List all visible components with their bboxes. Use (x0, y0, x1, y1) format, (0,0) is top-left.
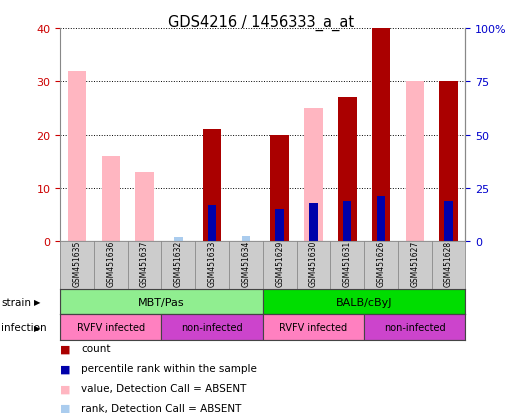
Text: BALB/cByJ: BALB/cByJ (336, 297, 392, 307)
Bar (263, 315, 364, 340)
Text: strain: strain (1, 297, 31, 307)
Bar (60, 315, 162, 340)
Bar (445, 201, 453, 242)
Text: ■: ■ (60, 344, 71, 354)
Bar (309, 203, 317, 242)
Text: GSM451630: GSM451630 (309, 240, 318, 286)
Text: RVFV infected: RVFV infected (279, 323, 348, 332)
Bar (242, 236, 250, 242)
Bar (364, 315, 465, 340)
Bar (304, 109, 323, 242)
Text: GSM451633: GSM451633 (208, 240, 217, 286)
Bar (101, 157, 120, 242)
Text: GSM451631: GSM451631 (343, 240, 352, 286)
Text: GSM451632: GSM451632 (174, 240, 183, 286)
Text: GSM451629: GSM451629 (275, 240, 284, 286)
Bar (203, 130, 221, 242)
Text: GSM451637: GSM451637 (140, 240, 149, 286)
Text: infection: infection (1, 323, 47, 332)
Text: GDS4216 / 1456333_a_at: GDS4216 / 1456333_a_at (168, 14, 355, 31)
Text: ■: ■ (60, 383, 71, 393)
Text: RVFV infected: RVFV infected (77, 323, 145, 332)
Bar (174, 237, 183, 242)
Bar (162, 315, 263, 340)
Bar (377, 197, 385, 242)
Bar (439, 82, 458, 242)
Bar (68, 71, 86, 242)
Text: GSM451627: GSM451627 (411, 240, 419, 286)
Text: GSM451636: GSM451636 (106, 240, 115, 286)
Text: ▶: ▶ (35, 297, 41, 306)
Text: ▶: ▶ (35, 323, 41, 332)
Text: count: count (81, 344, 110, 354)
Bar (372, 29, 390, 242)
Bar (208, 205, 217, 242)
Text: non-infected: non-infected (384, 323, 446, 332)
Text: GSM451635: GSM451635 (73, 240, 82, 286)
Text: rank, Detection Call = ABSENT: rank, Detection Call = ABSENT (81, 403, 242, 413)
Text: MBT/Pas: MBT/Pas (138, 297, 185, 307)
Text: non-infected: non-infected (181, 323, 243, 332)
Text: value, Detection Call = ABSENT: value, Detection Call = ABSENT (81, 383, 246, 393)
Bar (263, 289, 465, 315)
Text: GSM451626: GSM451626 (377, 240, 385, 286)
Bar (135, 173, 154, 242)
Bar (276, 210, 284, 242)
Bar (60, 289, 263, 315)
Bar (405, 82, 424, 242)
Text: ■: ■ (60, 363, 71, 373)
Bar (343, 201, 351, 242)
Bar (270, 135, 289, 242)
Bar (338, 98, 357, 242)
Text: ■: ■ (60, 403, 71, 413)
Text: percentile rank within the sample: percentile rank within the sample (81, 363, 257, 373)
Text: GSM451628: GSM451628 (444, 240, 453, 286)
Text: GSM451634: GSM451634 (242, 240, 251, 286)
